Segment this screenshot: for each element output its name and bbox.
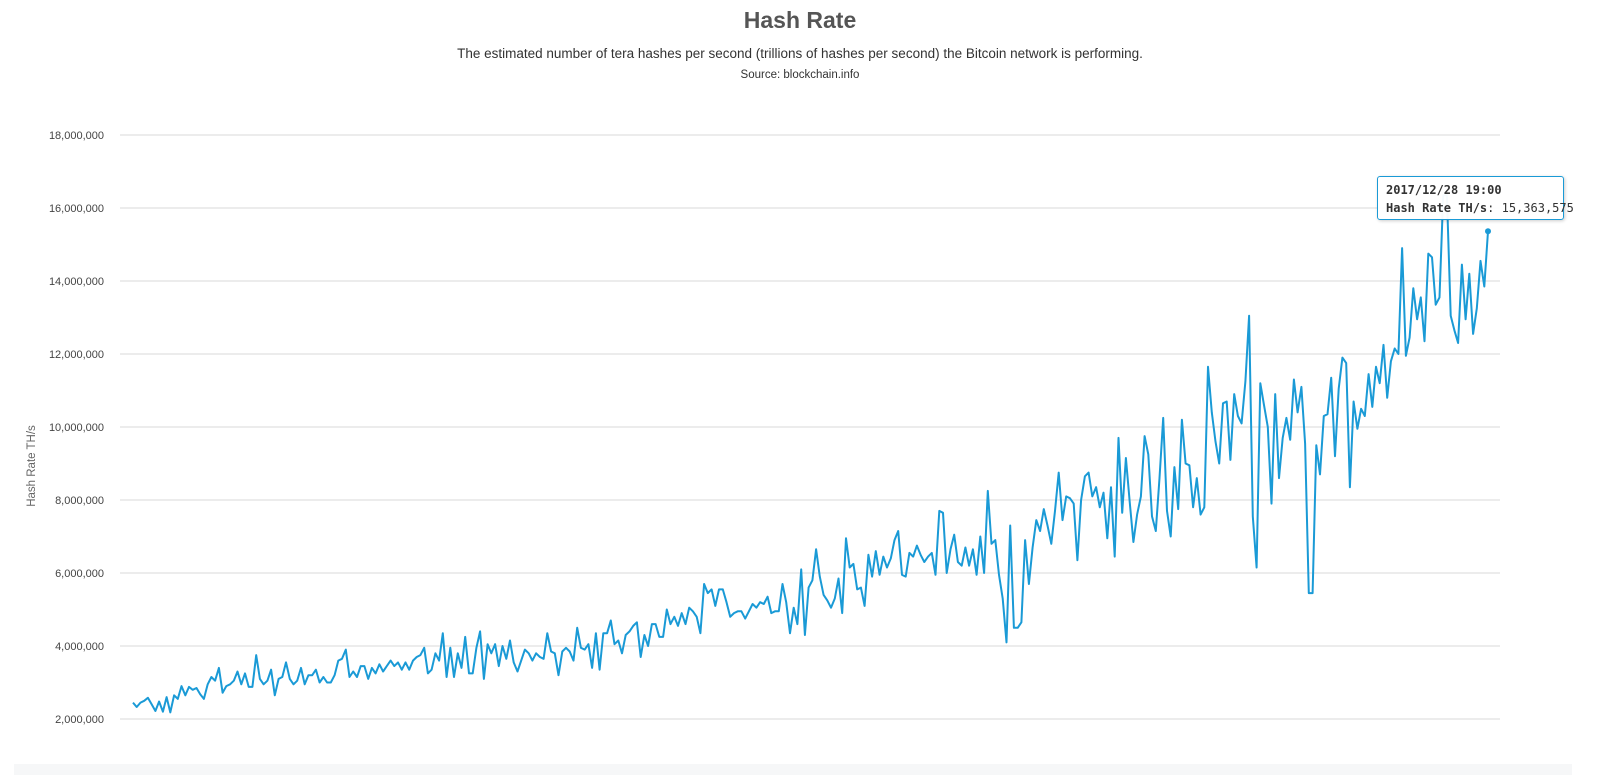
y-tick-label: 2,000,000	[55, 714, 104, 726]
tooltip-date: 2017/12/28 19:00	[1386, 183, 1502, 197]
series-group[interactable]	[132, 194, 1489, 714]
y-tick-label: 6,000,000	[55, 568, 104, 580]
navigator-band[interactable]	[14, 764, 1572, 775]
y-tick-label: 4,000,000	[55, 641, 104, 653]
y-tick-label: 12,000,000	[49, 349, 104, 361]
chart-subtitle: The estimated number of tera hashes per …	[457, 46, 1143, 61]
chart-source: Source: blockchain.info	[740, 69, 860, 81]
series-line-hash-rate[interactable]	[132, 194, 1489, 714]
y-tick-label: 8,000,000	[55, 495, 104, 507]
tooltip-series-label: Hash Rate TH/s	[1386, 201, 1488, 215]
y-tick-label: 14,000,000	[49, 276, 104, 288]
y-axis-label: Hash Rate TH/s	[26, 425, 38, 507]
hover-marker	[1485, 228, 1491, 235]
tooltip: 2017/12/28 19:00 Hash Rate TH/s: 15,363,…	[1377, 176, 1574, 220]
hover-point	[1485, 228, 1491, 235]
y-axis: 2,000,000 4,000,000 6,000,000 8,000,000 10,0…	[49, 130, 104, 726]
y-tick-label: 18,000,000	[49, 130, 104, 142]
y-tick-label: 10,000,000	[49, 422, 104, 434]
gridlines	[120, 134, 1500, 720]
tooltip-value: 15,363,575	[1501, 201, 1574, 215]
y-tick-label: 16,000,000	[49, 203, 104, 215]
chart-title: Hash Rate	[743, 7, 857, 33]
